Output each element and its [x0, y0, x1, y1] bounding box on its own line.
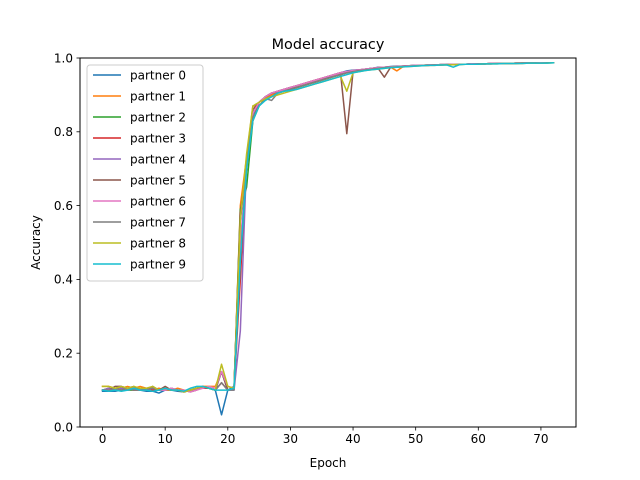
legend-entry-label: partner 9 [130, 257, 186, 271]
x-tick-label: 40 [345, 432, 360, 446]
series-line-partner-9 [101, 62, 555, 392]
chart-title: Model accuracy [272, 37, 385, 53]
x-tick-label: 10 [158, 432, 173, 446]
x-tick-label: 30 [283, 432, 298, 446]
x-axis-label: Epoch [310, 456, 347, 470]
y-axis-label: Accuracy [29, 215, 43, 270]
x-tick-label: 20 [220, 432, 235, 446]
legend-entry-label: partner 3 [130, 131, 186, 145]
legend-entry-label: partner 0 [130, 68, 186, 82]
legend: partner 0 partner 1 partner 2 partner 3 part… [86, 64, 204, 282]
plot-frame [79, 57, 577, 428]
x-axis-ticks: 0 10 20 30 40 50 60 70 [99, 427, 549, 446]
legend-entry-label: partner 7 [130, 215, 186, 229]
y-axis-ticks: 0.0 0.2 0.4 0.6 0.8 1.0 [54, 51, 80, 434]
legend-entry-label: partner 1 [130, 89, 186, 103]
y-tick-label: 0.4 [54, 273, 73, 287]
legend-entry-label: partner 8 [130, 236, 186, 250]
x-tick-label: 0 [99, 432, 107, 446]
y-tick-label: 0.2 [54, 347, 73, 361]
legend-entry-label: partner 4 [130, 152, 186, 166]
y-tick-label: 0.6 [54, 199, 73, 213]
y-tick-label: 0.8 [54, 125, 73, 139]
legend-entry-label: partner 5 [130, 173, 186, 187]
y-tick-label: 0.0 [54, 420, 73, 434]
x-tick-label: 70 [533, 432, 548, 446]
series-lines [101, 62, 555, 416]
legend-box [86, 64, 204, 282]
x-tick-label: 60 [471, 432, 486, 446]
legend-entry-label: partner 6 [130, 194, 186, 208]
y-tick-label: 1.0 [54, 51, 73, 65]
legend-entry-label: partner 2 [130, 110, 186, 124]
x-tick-label: 50 [408, 432, 423, 446]
